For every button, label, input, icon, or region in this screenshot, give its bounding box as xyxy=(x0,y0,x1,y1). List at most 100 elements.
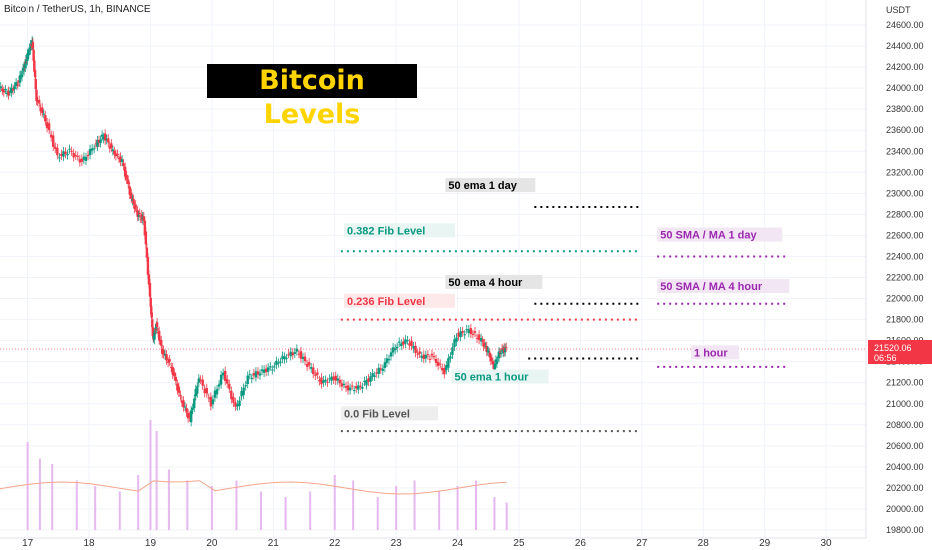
candle-body xyxy=(438,363,442,365)
candle-body xyxy=(305,364,309,367)
candle-body xyxy=(90,148,94,151)
candle-body xyxy=(447,358,450,368)
candle-body xyxy=(475,337,479,339)
x-tick-label: 21 xyxy=(268,538,280,549)
x-tick-label: 22 xyxy=(329,538,341,549)
candle-body xyxy=(196,386,199,394)
candle-body xyxy=(395,346,399,349)
candle-body xyxy=(122,163,125,167)
candle-body xyxy=(451,347,454,355)
x-tick-label: 18 xyxy=(83,538,95,549)
candle-body xyxy=(264,368,268,373)
level-label: 0.382 Fib Level xyxy=(347,225,425,237)
candle-body xyxy=(117,157,121,160)
candle-body xyxy=(240,390,243,397)
candle-body xyxy=(74,155,77,157)
candle-body xyxy=(52,135,55,147)
candle-body xyxy=(385,358,389,363)
candle-body xyxy=(262,369,266,373)
y-tick-label: 20000.00 xyxy=(886,504,924,514)
y-tick-label: 20600.00 xyxy=(886,441,924,451)
candle-body xyxy=(127,179,130,185)
candle-body xyxy=(479,337,483,342)
candle-body xyxy=(58,157,61,159)
candle-body xyxy=(336,378,340,381)
candle-body xyxy=(365,380,368,386)
volume-bar xyxy=(284,497,287,530)
x-tick-label: 26 xyxy=(575,538,587,549)
candle-body xyxy=(283,356,286,360)
volume-bar xyxy=(94,486,97,530)
level-label: 50 ema 1 day xyxy=(448,180,517,192)
candle-body xyxy=(102,136,105,140)
candle-body xyxy=(199,379,202,381)
candle-body xyxy=(320,377,323,385)
level-label-bg xyxy=(445,274,543,289)
candle-body xyxy=(477,334,481,341)
candle-body xyxy=(163,353,167,356)
candle-body xyxy=(119,156,122,162)
candle-body xyxy=(18,75,22,83)
x-tick-label: 19 xyxy=(145,538,157,549)
candle-body xyxy=(8,90,12,92)
y-tick-label: 24600.00 xyxy=(886,20,924,30)
candle-body xyxy=(29,44,32,51)
candle-body xyxy=(398,341,401,343)
level-label: 0.236 Fib Level xyxy=(347,296,425,308)
candle-body xyxy=(78,159,82,163)
candle-body xyxy=(289,351,292,357)
candle-body xyxy=(152,336,156,339)
level-label: 50 SMA / MA 4 hour xyxy=(660,281,763,293)
candle-body xyxy=(377,367,380,374)
y-tick-label: 24000.00 xyxy=(886,83,924,93)
candle-body xyxy=(24,59,28,62)
candle-body xyxy=(97,139,101,143)
candle-body xyxy=(177,386,181,393)
candle-body xyxy=(287,353,290,355)
candle-body xyxy=(5,92,9,94)
candle-body xyxy=(72,153,75,158)
candle-body xyxy=(487,351,490,353)
y-tick-label: 23600.00 xyxy=(886,125,924,135)
candle-body xyxy=(424,354,428,359)
candle-body xyxy=(219,374,223,385)
candle-body xyxy=(416,353,419,355)
candle-body xyxy=(426,354,430,356)
candle-body xyxy=(37,99,41,104)
candle-body xyxy=(367,378,370,382)
candle-body xyxy=(4,89,7,91)
candles xyxy=(0,36,866,427)
candle-body xyxy=(408,343,411,346)
candle-body xyxy=(26,53,29,61)
candle-body xyxy=(20,74,24,78)
candle-body xyxy=(443,368,446,375)
candle-body xyxy=(369,376,372,382)
currency-label: USDT xyxy=(886,5,911,15)
candle-body xyxy=(393,348,397,351)
candle-body xyxy=(60,153,63,156)
candle-body xyxy=(498,352,502,354)
candle-body xyxy=(503,347,507,353)
candle-body xyxy=(114,153,118,157)
candle-body xyxy=(348,387,352,391)
y-tick-label: 19800.00 xyxy=(886,525,924,535)
y-tick-label: 21800.00 xyxy=(886,315,924,325)
x-axis[interactable]: 17 18 19 20 21 22 23 24 25 26 27 28 29 30 xyxy=(0,537,866,549)
candle-body xyxy=(459,331,462,338)
candle-body xyxy=(295,348,299,352)
candle-body xyxy=(230,390,233,400)
candle-body xyxy=(56,147,59,156)
candle-body xyxy=(205,388,208,394)
candle-body xyxy=(179,394,182,397)
volume-bar xyxy=(75,480,78,530)
chart-title: Bitcoin Levels xyxy=(207,64,417,130)
volume-bar xyxy=(38,458,41,530)
level-label-bg xyxy=(445,178,536,193)
candle-body xyxy=(92,148,96,150)
candle-body xyxy=(430,353,434,356)
volume-bar xyxy=(210,486,213,530)
candle-body xyxy=(254,371,258,378)
level-label: 50 SMA / MA 1 day xyxy=(660,230,757,242)
y-axis[interactable]: 24600.00 24400.00 24200.00 24000.00 23800.00… xyxy=(886,20,924,535)
